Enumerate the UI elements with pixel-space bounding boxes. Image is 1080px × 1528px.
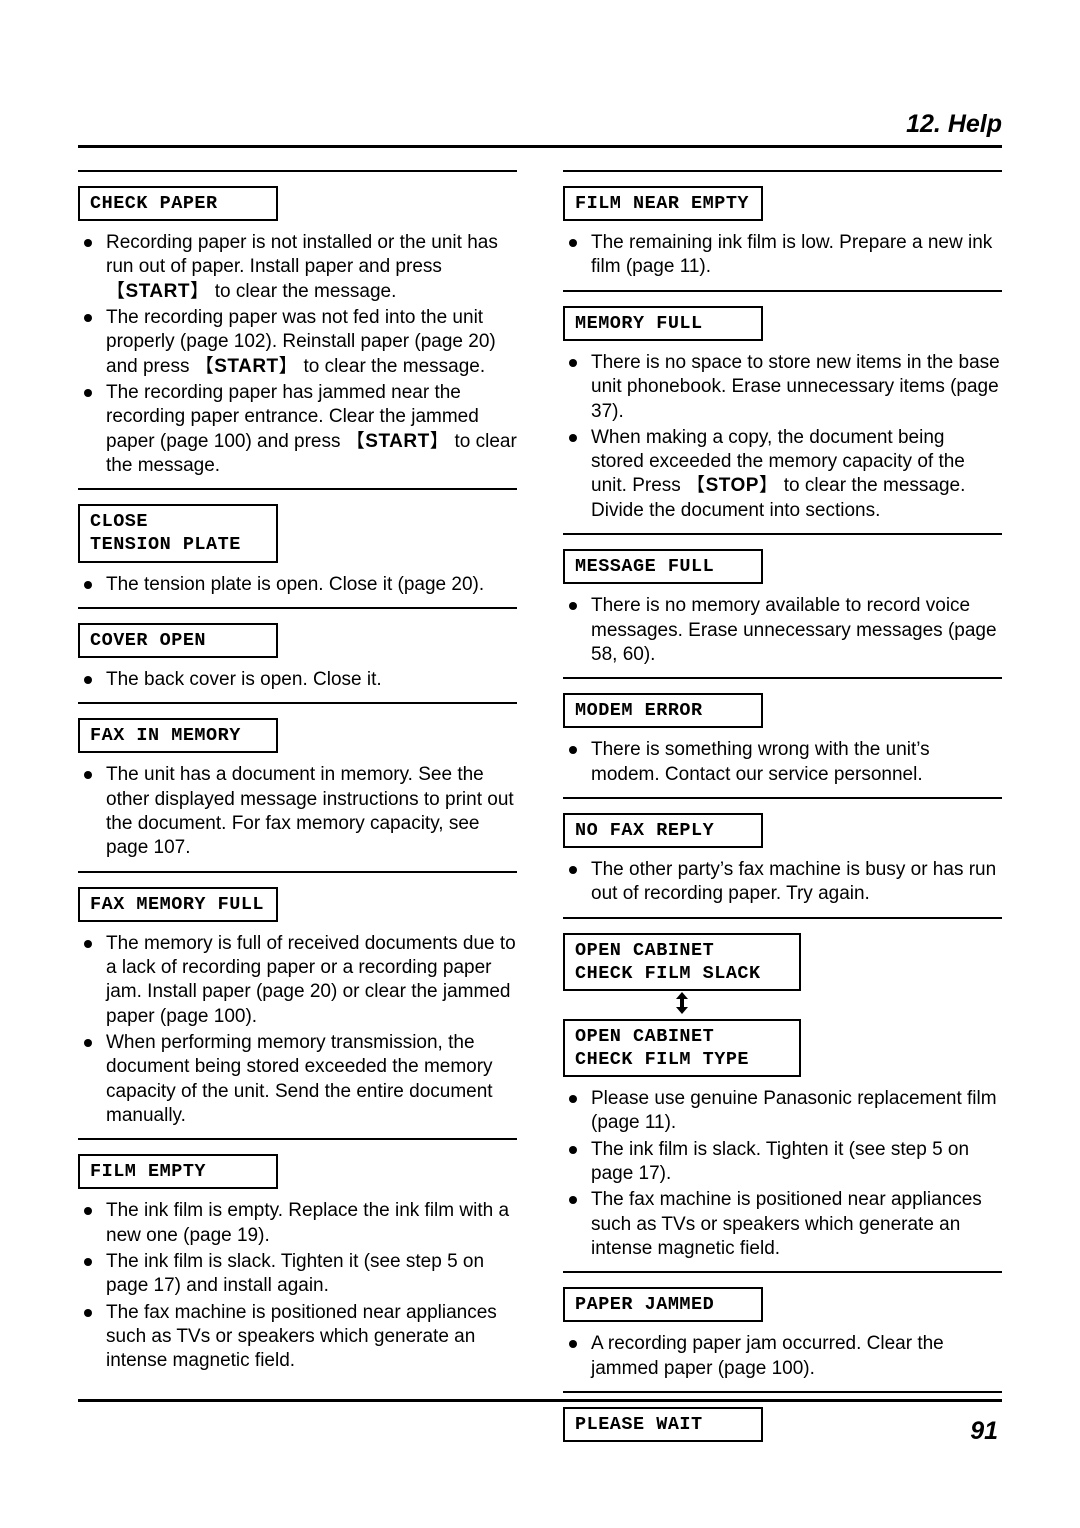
display-message-text: NO FAX REPLY: [575, 819, 751, 842]
list-item: A recording paper jam occurred. Clear th…: [563, 1332, 1002, 1381]
display-message-text: OPEN CABINET CHECK FILM TYPE: [575, 1025, 789, 1071]
bullet-list: A recording paper jam occurred. Clear th…: [563, 1332, 1002, 1381]
right-column: FILM NEAR EMPTY The remaining ink film i…: [563, 170, 1002, 1452]
bullet-list: The ink film is empty. Replace the ink f…: [78, 1199, 517, 1373]
list-item: There is no space to store new items in …: [563, 351, 1002, 424]
left-column: CHECK PAPER Recording paper is not insta…: [78, 170, 517, 1452]
list-item: Please use genuine Panasonic replacement…: [563, 1087, 1002, 1136]
display-message-box: FAX IN MEMORY: [78, 718, 278, 753]
divider: [563, 677, 1002, 679]
display-message-box: FAX MEMORY FULL: [78, 887, 278, 922]
display-message-text: CHECK PAPER: [90, 192, 266, 215]
display-message-text: PAPER JAMMED: [575, 1293, 751, 1316]
display-message-text: COVER OPEN: [90, 629, 266, 652]
list-item: The back cover is open. Close it.: [78, 668, 517, 692]
list-item: There is something wrong with the unit’s…: [563, 738, 1002, 787]
divider: [563, 1391, 1002, 1393]
footer-rule: [78, 1399, 1002, 1402]
bullet-list: The remaining ink film is low. Prepare a…: [563, 231, 1002, 280]
divider: [563, 1271, 1002, 1273]
display-message-box: PAPER JAMMED: [563, 1287, 763, 1322]
divider: [563, 170, 1002, 172]
display-message-box: FILM NEAR EMPTY: [563, 186, 763, 221]
display-message-text: PLEASE WAIT: [575, 1413, 751, 1436]
list-item: The recording paper has jammed near the …: [78, 381, 517, 478]
display-message-text: FAX MEMORY FULL: [90, 893, 266, 916]
list-item: Recording paper is not installed or the …: [78, 231, 517, 304]
display-message-text: FILM EMPTY: [90, 1160, 266, 1183]
list-item: When making a copy, the document being s…: [563, 426, 1002, 523]
bullet-list: Please use genuine Panasonic replacement…: [563, 1087, 1002, 1261]
key-start: START: [346, 431, 449, 452]
list-item: The ink film is slack. Tighten it (see s…: [563, 1138, 1002, 1187]
display-message-box: PLEASE WAIT: [563, 1407, 763, 1442]
display-message-box: MEMORY FULL: [563, 306, 763, 341]
display-message-box: NO FAX REPLY: [563, 813, 763, 848]
bullet-list: Recording paper is not installed or the …: [78, 231, 517, 478]
list-item: When performing memory transmission, the…: [78, 1031, 517, 1128]
key-start: START: [195, 356, 298, 377]
display-message-box: FILM EMPTY: [78, 1154, 278, 1189]
display-message-box: MODEM ERROR: [563, 693, 763, 728]
list-item: The ink film is slack. Tighten it (see s…: [78, 1250, 517, 1299]
list-item: The memory is full of received documents…: [78, 932, 517, 1029]
divider: [78, 1138, 517, 1140]
list-item: The recording paper was not fed into the…: [78, 306, 517, 379]
key-start: START: [106, 281, 209, 302]
bullet-list: The memory is full of received documents…: [78, 932, 517, 1129]
display-message-text: MEMORY FULL: [575, 312, 751, 335]
bullet-list: There is something wrong with the unit’s…: [563, 738, 1002, 787]
list-item: There is no memory available to record v…: [563, 594, 1002, 667]
list-item: The ink film is empty. Replace the ink f…: [78, 1199, 517, 1248]
list-item: The remaining ink film is low. Prepare a…: [563, 231, 1002, 280]
list-item: The unit has a document in memory. See t…: [78, 763, 517, 860]
double-arrow-icon: [563, 991, 801, 1019]
divider: [563, 797, 1002, 799]
display-message-box-stack: OPEN CABINET CHECK FILM SLACK OPEN CABIN…: [563, 933, 1002, 1078]
bullet-list: The back cover is open. Close it.: [78, 668, 517, 692]
display-message-box: CHECK PAPER: [78, 186, 278, 221]
bullet-list: The tension plate is open. Close it (pag…: [78, 573, 517, 597]
display-message-text: CLOSE TENSION PLATE: [90, 510, 266, 556]
list-item: The tension plate is open. Close it (pag…: [78, 573, 517, 597]
list-item: The other party’s fax machine is busy or…: [563, 858, 1002, 907]
display-message-box: MESSAGE FULL: [563, 549, 763, 584]
divider: [563, 917, 1002, 919]
display-message-box: OPEN CABINET CHECK FILM TYPE: [563, 1019, 801, 1077]
divider: [78, 488, 517, 490]
display-message-text: OPEN CABINET CHECK FILM SLACK: [575, 939, 789, 985]
divider: [78, 702, 517, 704]
list-item: The fax machine is positioned near appli…: [563, 1188, 1002, 1261]
display-message-text: MODEM ERROR: [575, 699, 751, 722]
divider: [563, 533, 1002, 535]
bullet-list: The unit has a document in memory. See t…: [78, 763, 517, 860]
key-stop: STOP: [686, 475, 778, 496]
display-message-box: COVER OPEN: [78, 623, 278, 658]
divider: [78, 607, 517, 609]
bullet-list: There is no memory available to record v…: [563, 594, 1002, 667]
display-message-box: OPEN CABINET CHECK FILM SLACK: [563, 933, 801, 991]
display-message-text: FILM NEAR EMPTY: [575, 192, 751, 215]
list-item: The fax machine is positioned near appli…: [78, 1301, 517, 1374]
display-message-box: CLOSE TENSION PLATE: [78, 504, 278, 562]
bullet-list: There is no space to store new items in …: [563, 351, 1002, 523]
divider: [78, 170, 517, 172]
section-header: 12. Help: [78, 110, 1002, 148]
divider: [563, 290, 1002, 292]
two-column-layout: CHECK PAPER Recording paper is not insta…: [78, 170, 1002, 1452]
divider: [78, 871, 517, 873]
page-number: 91: [970, 1417, 998, 1446]
display-message-text: FAX IN MEMORY: [90, 724, 266, 747]
display-message-text: MESSAGE FULL: [575, 555, 751, 578]
bullet-list: The other party’s fax machine is busy or…: [563, 858, 1002, 907]
